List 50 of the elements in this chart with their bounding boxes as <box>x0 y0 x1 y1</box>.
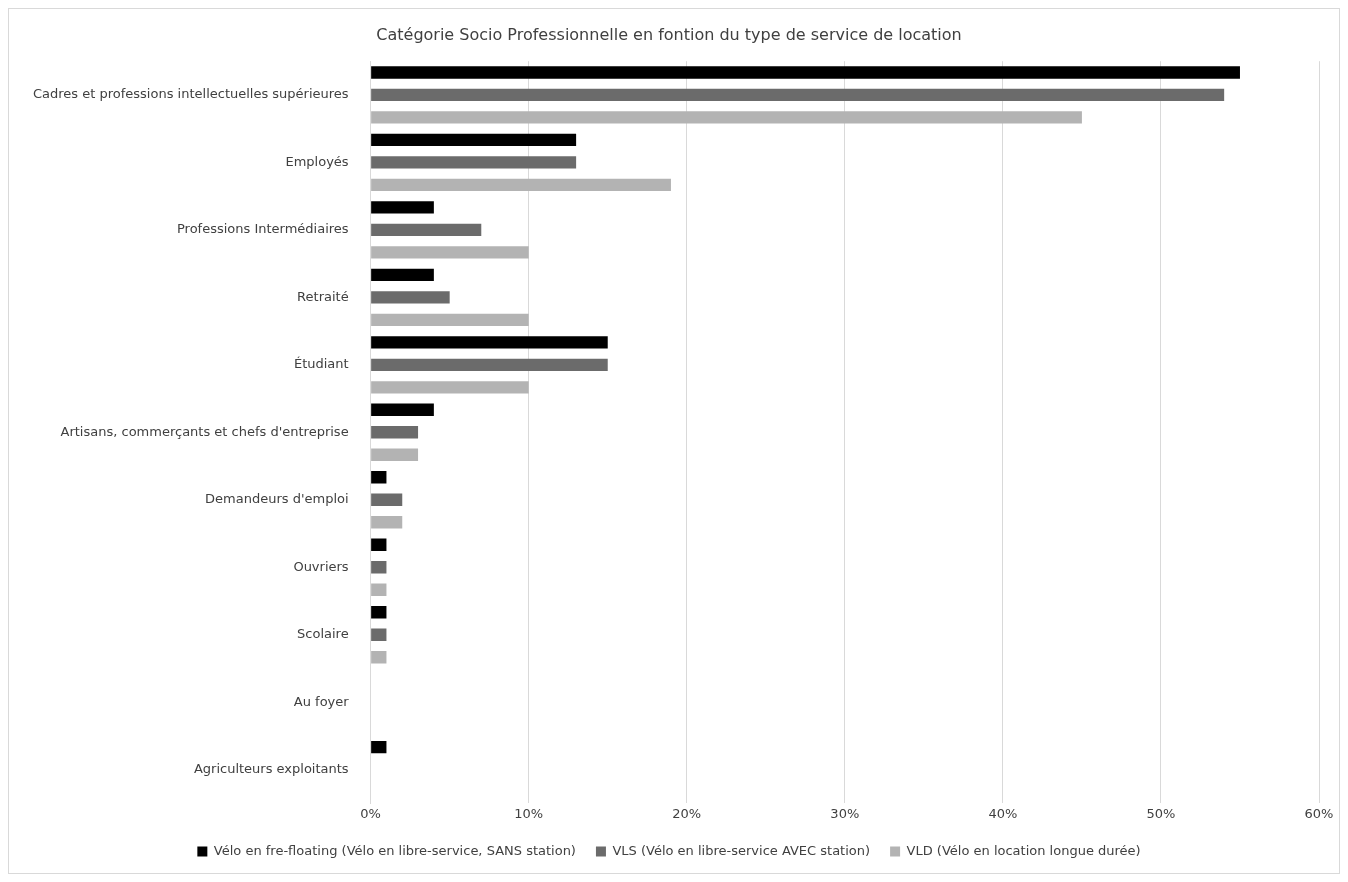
legend-label: VLD (Vélo en location longue durée) <box>906 842 1141 858</box>
x-tick-label: 60% <box>1304 805 1334 821</box>
y-tick-label: Artisans, commerçants et chefs d'entreprise <box>60 423 349 439</box>
y-tick-label: Agriculteurs exploitants <box>193 761 349 777</box>
bar <box>371 246 529 259</box>
bar <box>371 336 608 349</box>
bar <box>371 358 608 372</box>
bar <box>371 583 387 596</box>
bar <box>371 403 434 416</box>
x-tick-label: 0% <box>360 805 381 821</box>
x-tick-label: 50% <box>1146 805 1176 821</box>
y-tick-label: Étudiant <box>293 356 349 372</box>
bar <box>371 313 529 327</box>
bar <box>371 178 671 192</box>
y-tick-label: Cadres et professions intellectuelles supérieures <box>32 86 349 102</box>
bar <box>371 426 419 439</box>
y-tick-label: Professions Intermédiaires <box>176 221 349 237</box>
bar <box>371 740 387 754</box>
y-tick-label: Demandeurs d'emploi <box>205 491 349 507</box>
bar <box>371 493 403 506</box>
y-tick-label: Retraité <box>297 288 349 304</box>
bar <box>371 651 387 664</box>
legend-label: VLS (Vélo en libre-service AVEC station) <box>612 842 871 858</box>
bar <box>371 448 419 461</box>
y-tick-label: Scolaire <box>297 626 349 642</box>
bar <box>371 133 577 147</box>
chart-title: Catégorie Socio Professionnelle en fontion du type de service de location <box>376 24 962 44</box>
y-tick-label: Employés <box>285 153 349 169</box>
bar <box>371 628 387 641</box>
x-tick-label: 10% <box>514 805 544 821</box>
x-tick-label: 30% <box>830 805 860 821</box>
bar <box>371 111 1082 124</box>
bar <box>371 66 1240 79</box>
x-tick-label: 20% <box>672 805 702 821</box>
legend-label: Vélo en fre-floating (Vélo en libre-service, SANS station) <box>213 842 576 858</box>
bar <box>371 268 434 282</box>
bar <box>371 223 482 237</box>
bar <box>371 156 577 169</box>
bar <box>371 201 434 214</box>
bar <box>371 471 387 484</box>
y-tick-label: Au foyer <box>293 693 350 709</box>
bar <box>371 561 387 574</box>
y-tick-label: Ouvriers <box>293 558 349 574</box>
bar <box>371 538 387 551</box>
bar <box>371 291 450 304</box>
x-tick-label: 40% <box>988 805 1018 821</box>
bar <box>371 516 403 529</box>
bar <box>371 88 1225 102</box>
bar <box>371 606 387 619</box>
bar <box>371 381 529 394</box>
